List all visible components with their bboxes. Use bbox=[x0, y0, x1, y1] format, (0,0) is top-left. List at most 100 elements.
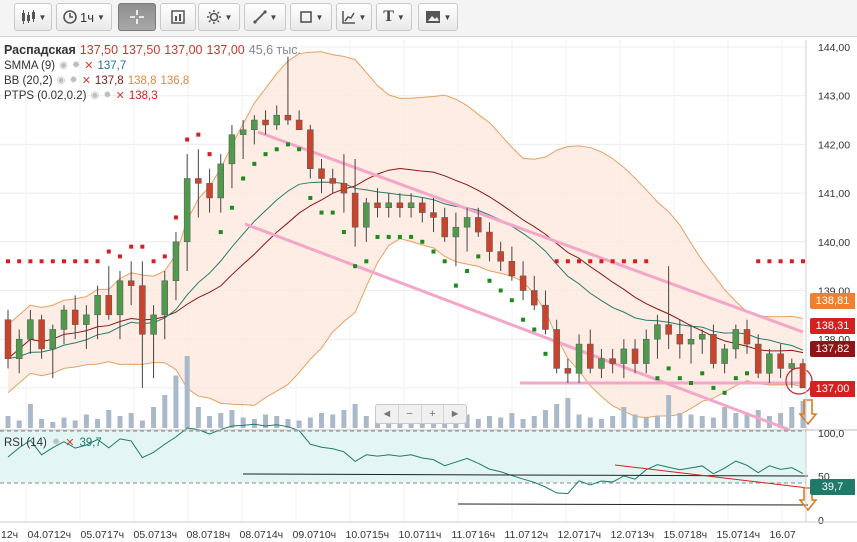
volume-bar bbox=[688, 414, 694, 428]
sar-dot bbox=[722, 390, 727, 395]
clock-icon bbox=[63, 10, 77, 24]
volume-bar bbox=[419, 420, 425, 428]
screenshot-button[interactable]: ▼ bbox=[418, 3, 458, 31]
sar-dot bbox=[420, 239, 425, 244]
candle-down bbox=[340, 154, 348, 213]
volume-bar bbox=[509, 413, 515, 428]
volume-bar bbox=[195, 407, 201, 428]
sar-dot bbox=[476, 254, 481, 259]
volume-bar bbox=[352, 404, 358, 428]
fib-tool-icon bbox=[341, 11, 355, 24]
rsi-price-label: 39,7 bbox=[810, 479, 855, 495]
close-icon[interactable]: ✕ bbox=[115, 90, 125, 102]
candle-down bbox=[38, 314, 45, 359]
volume-bar bbox=[587, 417, 593, 428]
close-icon[interactable]: ✕ bbox=[84, 60, 94, 72]
volume-bar bbox=[72, 420, 78, 428]
candle-down bbox=[754, 334, 762, 379]
volume-bar bbox=[643, 417, 649, 428]
chart-type-button[interactable]: ▼ bbox=[14, 3, 52, 31]
indicator-panel-button[interactable] bbox=[160, 3, 196, 31]
volume-bar bbox=[307, 417, 313, 428]
candle-down bbox=[519, 261, 527, 301]
draw-line-button[interactable]: ▼ bbox=[244, 3, 286, 31]
volume-bar bbox=[296, 420, 302, 428]
volume-bar bbox=[139, 420, 145, 428]
sar-dot bbox=[487, 278, 492, 283]
draw-shape-button[interactable]: ▼ bbox=[290, 3, 332, 31]
sar-dot bbox=[733, 376, 738, 381]
eye-icon[interactable]: ◉ bbox=[56, 75, 66, 86]
volume-bar bbox=[184, 356, 190, 428]
price-chart[interactable]: 500 144,00143,00142,00141,00140,00139,00… bbox=[0, 37, 857, 542]
sar-dot bbox=[129, 244, 134, 249]
candle-down bbox=[553, 319, 560, 374]
candle-up bbox=[452, 212, 460, 267]
interval-button[interactable]: 1ч ▼ bbox=[56, 3, 112, 31]
gear-icon[interactable]: ✹ bbox=[69, 75, 78, 86]
sar-dot bbox=[241, 176, 246, 181]
close-icon[interactable]: ✕ bbox=[81, 75, 91, 87]
zoom-out-button[interactable]: − bbox=[399, 405, 422, 423]
gear-icon[interactable]: ✹ bbox=[71, 60, 81, 71]
sar-dot bbox=[778, 259, 783, 264]
sar-dot bbox=[185, 137, 190, 142]
candle-down bbox=[139, 261, 146, 388]
candle-up bbox=[172, 232, 180, 301]
chevron-down-icon: ▼ bbox=[38, 12, 47, 22]
sar-dot bbox=[655, 376, 660, 381]
image-icon bbox=[425, 11, 440, 23]
time-axis-label: 08.07 bbox=[240, 529, 266, 541]
settings-button[interactable]: ▼ bbox=[198, 3, 240, 31]
scroll-right-button[interactable]: ► bbox=[449, 408, 461, 420]
gear-icon[interactable]: ✹ bbox=[103, 90, 112, 101]
close-icon[interactable]: ✕ bbox=[65, 437, 75, 449]
sar-dot bbox=[6, 259, 10, 264]
time-axis-label: 11ч bbox=[425, 529, 441, 541]
sar-dot bbox=[162, 254, 167, 259]
time-axis-label: 15.07 bbox=[664, 529, 690, 541]
crosshair-button[interactable] bbox=[118, 3, 156, 31]
eye-icon[interactable]: ◉ bbox=[59, 60, 68, 71]
text-tool-button[interactable]: T ▼ bbox=[376, 3, 412, 31]
sar-dot bbox=[218, 230, 223, 235]
eye-icon[interactable]: ◉ bbox=[90, 90, 100, 101]
candle-up bbox=[575, 334, 583, 384]
sar-dot bbox=[117, 254, 122, 259]
volume-bar bbox=[207, 416, 213, 428]
volume-bar bbox=[83, 414, 89, 428]
legend-symbol-row: Распадская 137,50 137,50 137,00 137,00 4… bbox=[4, 43, 301, 57]
candle-down bbox=[284, 56, 292, 125]
candle-down bbox=[497, 241, 504, 272]
volume-bar bbox=[285, 419, 291, 428]
volume-bar bbox=[654, 416, 660, 428]
candle-down bbox=[486, 222, 493, 262]
gear-icon[interactable]: ✹ bbox=[51, 437, 61, 448]
bb-upper-price-label: 138,81 bbox=[810, 293, 855, 309]
fibonacci-button[interactable]: ▼ bbox=[336, 3, 372, 31]
candle-down bbox=[419, 197, 426, 223]
scroll-left-button[interactable]: ◄ bbox=[376, 405, 399, 423]
volume-bar bbox=[95, 419, 101, 428]
candle-up bbox=[654, 314, 661, 359]
sar-dot bbox=[397, 234, 402, 239]
volume-bar bbox=[565, 398, 571, 428]
candle-down bbox=[195, 149, 202, 218]
ohlc-low: 137,00 bbox=[164, 43, 203, 57]
volume-bar bbox=[699, 416, 705, 428]
candle-down bbox=[609, 348, 616, 374]
candle-up bbox=[732, 324, 740, 359]
sar-dot bbox=[341, 230, 346, 235]
volume-bar bbox=[778, 413, 784, 428]
zoom-in-button[interactable]: + bbox=[422, 405, 445, 423]
volume-bar bbox=[263, 414, 269, 428]
candle-up bbox=[620, 339, 628, 379]
candle-down bbox=[206, 168, 213, 213]
volume-bar bbox=[610, 416, 616, 428]
candle-up bbox=[385, 193, 392, 218]
volume-bar bbox=[666, 395, 672, 428]
sar-dot bbox=[666, 366, 671, 371]
rsi-axis-label: 50 bbox=[818, 471, 830, 483]
time-axis-label: 04.07 bbox=[28, 529, 54, 541]
candle-up bbox=[15, 329, 23, 374]
